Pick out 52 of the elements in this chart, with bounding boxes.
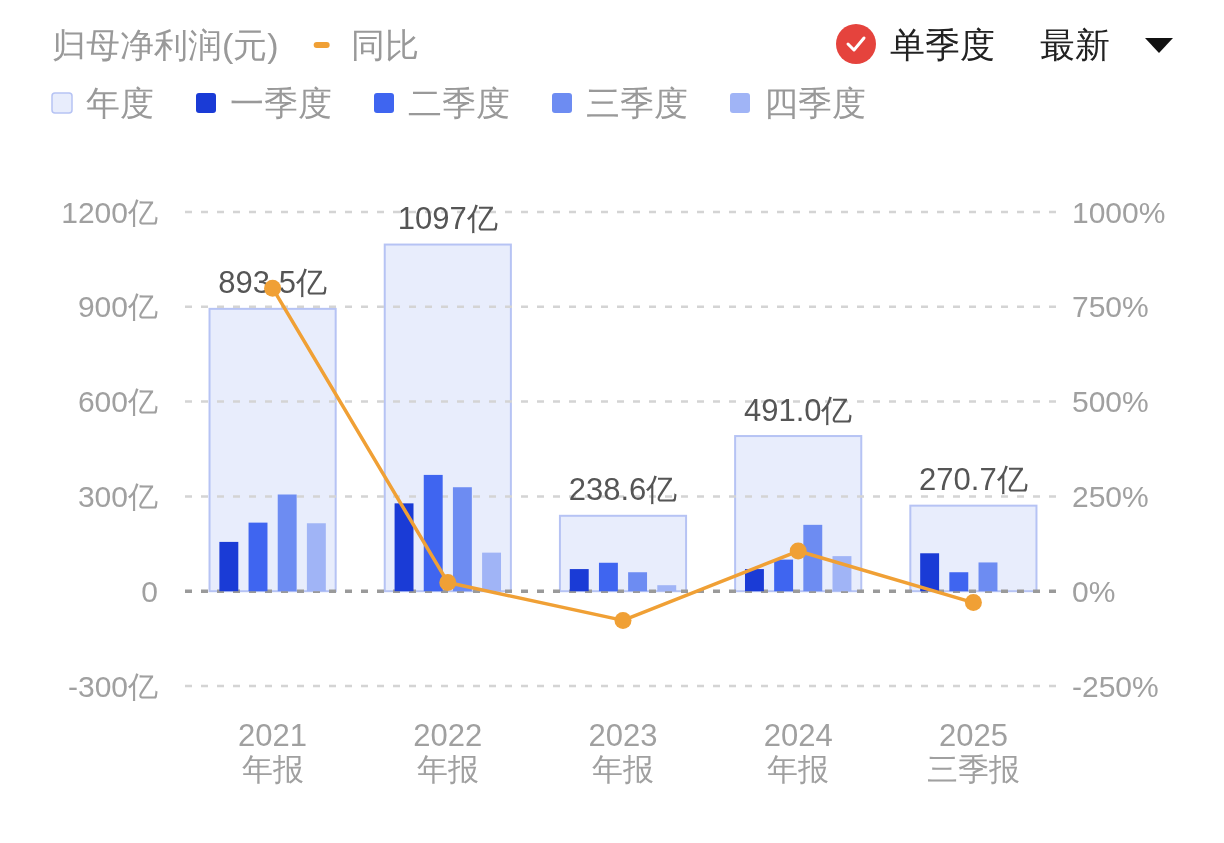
y-tick-label: 0 bbox=[141, 574, 158, 608]
y2-tick-label: 500% bbox=[1072, 385, 1149, 419]
point bbox=[789, 542, 807, 560]
point bbox=[614, 611, 632, 629]
bar bbox=[569, 569, 589, 592]
bar bbox=[482, 552, 502, 592]
bar bbox=[920, 553, 940, 592]
y2-tick-label: -250% bbox=[1072, 669, 1159, 703]
point bbox=[439, 573, 457, 591]
y-tick-label: -300亿 bbox=[67, 669, 158, 703]
data-label: 238.6亿 bbox=[568, 472, 678, 508]
bar bbox=[978, 562, 998, 592]
y-tick-label: 300亿 bbox=[77, 479, 158, 513]
bar bbox=[423, 474, 443, 592]
data-label: 491.0亿 bbox=[743, 392, 853, 428]
legend-label: 二季度 bbox=[408, 84, 510, 122]
y2-tick-label: 0% bbox=[1072, 574, 1116, 608]
bar bbox=[219, 541, 239, 592]
bar bbox=[803, 524, 823, 592]
bar bbox=[394, 503, 414, 592]
legend-label: 同比 bbox=[350, 26, 419, 64]
bar bbox=[248, 522, 268, 592]
legend-label: 年度 bbox=[86, 84, 154, 122]
y2-tick-label: 750% bbox=[1072, 290, 1149, 324]
bar bbox=[774, 559, 794, 592]
legend-label: 四季度 bbox=[764, 84, 866, 122]
y-tick-label: 900亿 bbox=[77, 290, 158, 324]
y2-tick-label: 250% bbox=[1072, 479, 1149, 513]
x-tick-label: 2022 年报 bbox=[413, 717, 483, 787]
control-label: 单季度 bbox=[890, 24, 995, 64]
bar bbox=[598, 562, 618, 592]
bar bbox=[657, 585, 677, 592]
bar bbox=[949, 572, 969, 592]
bar bbox=[452, 487, 472, 592]
legend-label: 三季度 bbox=[586, 84, 688, 122]
control-label: 最新 bbox=[1040, 24, 1110, 64]
x-tick-label: 2024 年报 bbox=[763, 717, 833, 787]
data-label: 270.7亿 bbox=[919, 462, 1028, 498]
x-tick-label: 2023 年报 bbox=[588, 717, 658, 787]
point bbox=[964, 594, 982, 612]
y-tick-label: 1200亿 bbox=[61, 195, 158, 229]
bar bbox=[628, 572, 648, 592]
x-tick-label: 2021 年报 bbox=[238, 717, 308, 787]
title: 归母净利润(元) bbox=[52, 26, 279, 64]
legend-label: 一季度 bbox=[230, 84, 332, 122]
y2-tick-label: 1000% bbox=[1072, 195, 1166, 229]
y-tick-label: 600亿 bbox=[77, 385, 158, 419]
data-label: 1097亿 bbox=[397, 201, 498, 237]
bar bbox=[306, 523, 326, 592]
bar bbox=[744, 569, 764, 592]
x-tick-label: 2025 三季报 bbox=[926, 717, 1020, 787]
bar bbox=[277, 494, 297, 592]
